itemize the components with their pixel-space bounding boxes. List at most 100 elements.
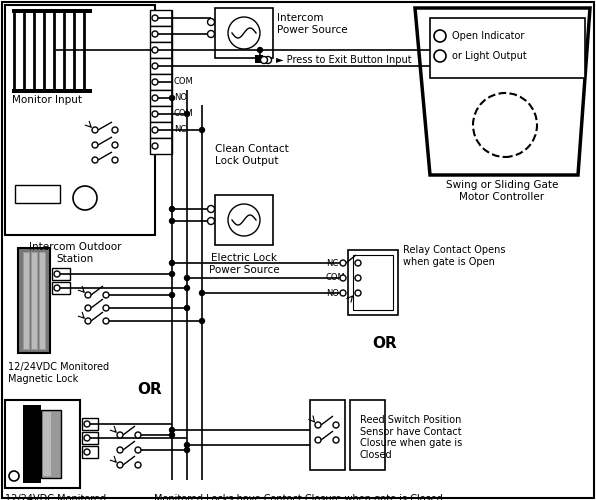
Bar: [41, 410, 61, 478]
Circle shape: [185, 442, 190, 448]
Text: NC: NC: [326, 258, 339, 268]
Circle shape: [169, 292, 175, 298]
Circle shape: [73, 186, 97, 210]
Bar: [82, 432, 98, 444]
Bar: [215, 8, 273, 58]
Circle shape: [112, 157, 118, 163]
Circle shape: [340, 290, 346, 296]
Bar: [82, 446, 98, 458]
Circle shape: [315, 422, 321, 428]
Text: COM: COM: [174, 110, 194, 118]
Circle shape: [112, 142, 118, 148]
Polygon shape: [415, 8, 590, 175]
Bar: [310, 400, 345, 470]
Bar: [43, 412, 51, 476]
Circle shape: [333, 422, 339, 428]
Circle shape: [169, 428, 175, 432]
Circle shape: [200, 318, 204, 324]
Text: Open Indicator: Open Indicator: [452, 31, 524, 41]
Bar: [150, 42, 172, 58]
Circle shape: [169, 218, 175, 224]
Circle shape: [152, 31, 158, 37]
Circle shape: [152, 143, 158, 149]
Circle shape: [434, 30, 446, 42]
Circle shape: [185, 276, 190, 280]
Circle shape: [103, 305, 109, 311]
Circle shape: [84, 421, 90, 427]
Circle shape: [85, 292, 91, 298]
Text: 12/24VDC Monitored
Magnetic Lock: 12/24VDC Monitored Magnetic Lock: [8, 362, 109, 384]
Bar: [430, 18, 585, 78]
Circle shape: [152, 111, 158, 117]
Circle shape: [207, 218, 215, 224]
Circle shape: [340, 275, 346, 281]
Circle shape: [152, 79, 158, 85]
Text: Clean Contact
Lock Output: Clean Contact Lock Output: [215, 144, 288, 166]
Circle shape: [84, 449, 90, 455]
Circle shape: [355, 275, 361, 281]
Circle shape: [84, 435, 90, 441]
Circle shape: [207, 30, 215, 38]
Bar: [23, 405, 41, 483]
Circle shape: [185, 286, 190, 290]
Circle shape: [355, 260, 361, 266]
Bar: [150, 106, 172, 122]
Circle shape: [135, 432, 141, 438]
Text: Relay Contact Opens
when gate is Open: Relay Contact Opens when gate is Open: [403, 245, 505, 267]
Circle shape: [103, 318, 109, 324]
Text: OR: OR: [372, 336, 398, 350]
Text: NC: NC: [174, 126, 186, 134]
Text: COM: COM: [174, 78, 194, 86]
Circle shape: [340, 260, 346, 266]
Circle shape: [200, 128, 204, 132]
Circle shape: [85, 305, 91, 311]
Circle shape: [9, 471, 19, 481]
Circle shape: [260, 56, 268, 64]
Circle shape: [103, 292, 109, 298]
Bar: [52, 282, 70, 294]
Circle shape: [152, 63, 158, 69]
Circle shape: [333, 437, 339, 443]
Circle shape: [185, 306, 190, 310]
Text: 12/24VDC Monitored
Electric Strike Lock: 12/24VDC Monitored Electric Strike Lock: [5, 494, 106, 500]
Bar: [350, 400, 385, 470]
Circle shape: [54, 285, 60, 291]
Circle shape: [54, 271, 60, 277]
Text: or Light Output: or Light Output: [452, 51, 527, 61]
Circle shape: [92, 142, 98, 148]
Circle shape: [169, 206, 175, 212]
Circle shape: [85, 318, 91, 324]
Circle shape: [185, 112, 190, 116]
Circle shape: [169, 260, 175, 266]
Circle shape: [135, 447, 141, 453]
Bar: [39, 252, 45, 349]
Bar: [150, 122, 172, 138]
Circle shape: [117, 447, 123, 453]
Circle shape: [152, 127, 158, 133]
Text: ► Press to Exit Button Input: ► Press to Exit Button Input: [276, 55, 412, 65]
Text: NO: NO: [326, 288, 339, 298]
Text: Monitored Locks have Contact Closure when gate is Closed: Monitored Locks have Contact Closure whe…: [154, 494, 442, 500]
Bar: [150, 74, 172, 90]
Circle shape: [152, 15, 158, 21]
Circle shape: [207, 18, 215, 26]
Circle shape: [117, 462, 123, 468]
Circle shape: [169, 272, 175, 276]
Bar: [5, 5, 155, 235]
Text: Power Source: Power Source: [277, 25, 347, 35]
Bar: [5, 400, 80, 488]
Circle shape: [169, 96, 175, 100]
Bar: [12, 89, 92, 93]
Text: COM: COM: [326, 274, 346, 282]
Text: Reed Switch Position
Sensor have Contact
Closure when gate is
Closed: Reed Switch Position Sensor have Contact…: [360, 415, 462, 460]
Circle shape: [434, 50, 446, 62]
Circle shape: [169, 432, 175, 438]
Bar: [18, 248, 50, 353]
Bar: [150, 138, 172, 154]
Circle shape: [92, 127, 98, 133]
Bar: [150, 26, 172, 42]
Bar: [255, 55, 263, 63]
Text: NO: NO: [174, 94, 187, 102]
Bar: [150, 58, 172, 74]
Circle shape: [92, 157, 98, 163]
